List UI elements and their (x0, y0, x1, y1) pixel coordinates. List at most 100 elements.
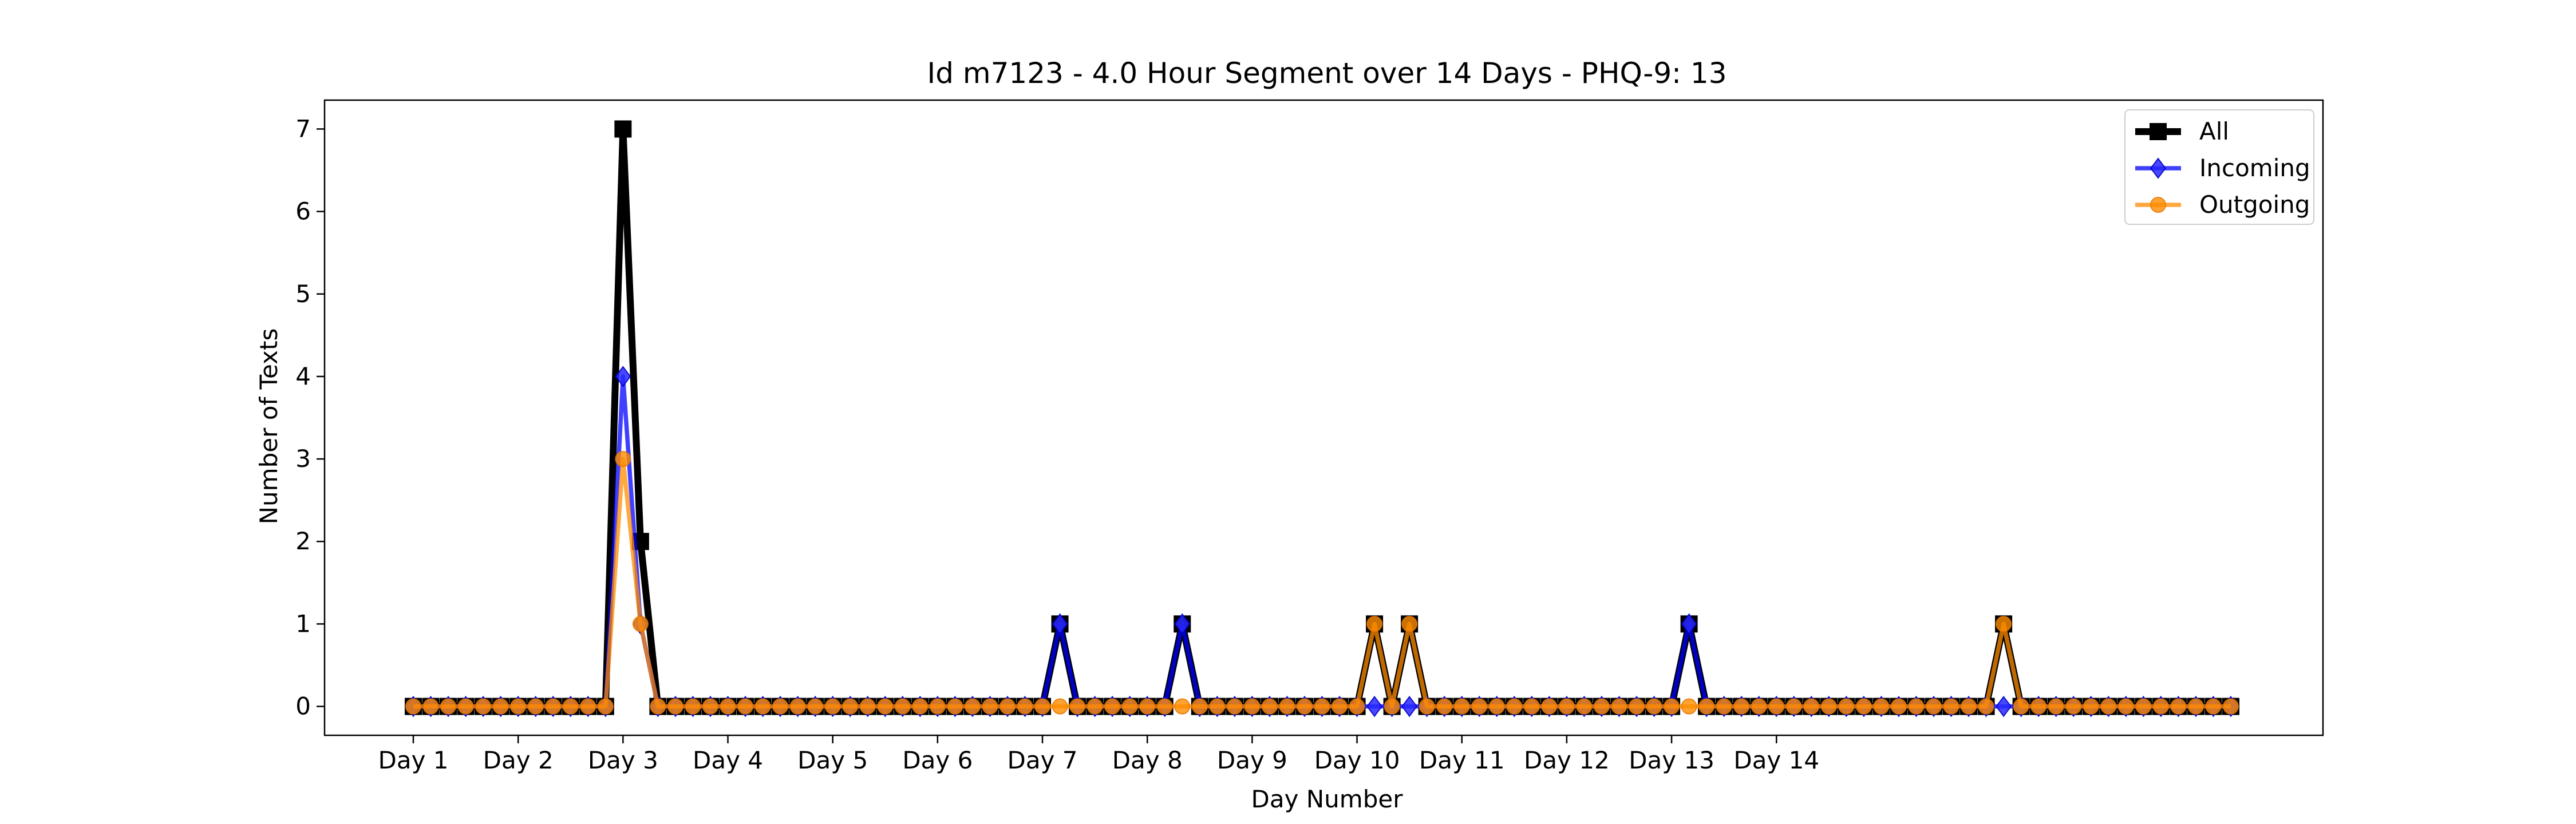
data-point (1751, 698, 1767, 715)
data-point (1996, 616, 2012, 632)
data-point (1785, 698, 1802, 715)
data-point (1576, 698, 1593, 715)
data-point (877, 698, 894, 715)
y-tick-label: 1 (295, 609, 311, 637)
x-tick-label: Day 2 (483, 746, 554, 774)
legend-marker (2150, 197, 2166, 213)
y-tick-label: 6 (295, 197, 311, 225)
data-point (405, 698, 421, 715)
data-point (1943, 698, 1959, 715)
data-point (1681, 613, 1697, 635)
series-all (405, 120, 2239, 715)
data-point (1349, 698, 1365, 715)
x-axis-label: Day Number (1251, 785, 1403, 813)
data-point (1104, 698, 1121, 715)
data-point (1226, 698, 1243, 715)
legend: All Incoming Outgoing (2124, 109, 2314, 225)
data-point (1156, 698, 1173, 715)
data-point (824, 698, 841, 715)
data-point (912, 698, 929, 715)
data-point (1646, 698, 1662, 715)
data-point (667, 698, 683, 715)
data-point (1332, 698, 1348, 715)
data-point (807, 698, 824, 715)
series-line-outgoing (413, 457, 2231, 709)
series-line-incoming (413, 374, 2231, 709)
data-point (720, 698, 736, 715)
data-point (2083, 698, 2099, 715)
data-point (1593, 698, 1610, 715)
y-tick-label: 3 (295, 445, 311, 473)
data-point (1244, 698, 1261, 715)
data-point (1471, 698, 1488, 715)
data-point (580, 698, 596, 715)
data-point (1366, 695, 1383, 718)
data-point (1558, 698, 1575, 715)
data-point (789, 698, 806, 715)
data-point (1873, 698, 1890, 715)
data-point (964, 698, 981, 715)
data-point (1978, 698, 1994, 715)
data-point (1629, 698, 1645, 715)
data-point (632, 616, 649, 632)
data-point (1034, 698, 1051, 715)
data-point (929, 698, 946, 715)
data-point (702, 698, 718, 715)
data-point (1401, 695, 1418, 718)
x-tick-label: Day 14 (1733, 746, 1819, 774)
data-point (1838, 698, 1855, 715)
series-outgoing (405, 451, 2239, 715)
data-point (1191, 698, 1208, 715)
data-point (859, 698, 876, 715)
data-point (1401, 616, 1418, 632)
data-point (1664, 698, 1680, 715)
data-point (1716, 698, 1732, 715)
data-point (1052, 698, 1068, 715)
data-point (1261, 698, 1278, 715)
data-point (1961, 698, 1977, 715)
x-tick-label: Day 7 (1008, 746, 1078, 774)
data-point (1768, 698, 1785, 715)
data-point (1296, 698, 1313, 715)
series-incoming (405, 366, 2239, 718)
data-point (1611, 698, 1627, 715)
data-point (597, 698, 614, 715)
data-point (527, 698, 544, 715)
data-point (1996, 695, 2012, 718)
data-point (842, 698, 859, 715)
data-point (1908, 698, 1925, 715)
data-point (1174, 613, 1191, 635)
data-point (614, 120, 632, 138)
data-point (2223, 698, 2239, 715)
data-point (475, 698, 492, 715)
data-point (2170, 698, 2187, 715)
data-point (1174, 698, 1191, 715)
data-point (1820, 698, 1837, 715)
x-tick-label: Day 3 (588, 746, 658, 774)
data-point (1541, 698, 1558, 715)
legend-marker (2150, 123, 2167, 140)
data-point (754, 698, 771, 715)
data-point (457, 698, 474, 715)
y-tick-label: 0 (295, 692, 311, 720)
x-tick-label: Day 8 (1112, 746, 1183, 774)
y-tick-label: 2 (295, 527, 311, 555)
y-tick-label: 7 (295, 114, 311, 142)
series-line-all (413, 125, 2231, 710)
data-point (1926, 698, 1942, 715)
data-point (1453, 698, 1470, 715)
data-point (1069, 698, 1086, 715)
x-tick-label: Day 12 (1524, 746, 1610, 774)
data-point (1314, 698, 1330, 715)
data-point (562, 698, 579, 715)
y-tick-label: 4 (295, 362, 311, 390)
data-point (737, 698, 754, 715)
plot-frame (323, 99, 2324, 736)
data-point (1523, 698, 1540, 715)
data-point (982, 698, 998, 715)
data-point (1436, 698, 1453, 715)
data-point (2100, 698, 2117, 715)
data-point (1506, 698, 1523, 715)
data-point (1139, 698, 1156, 715)
